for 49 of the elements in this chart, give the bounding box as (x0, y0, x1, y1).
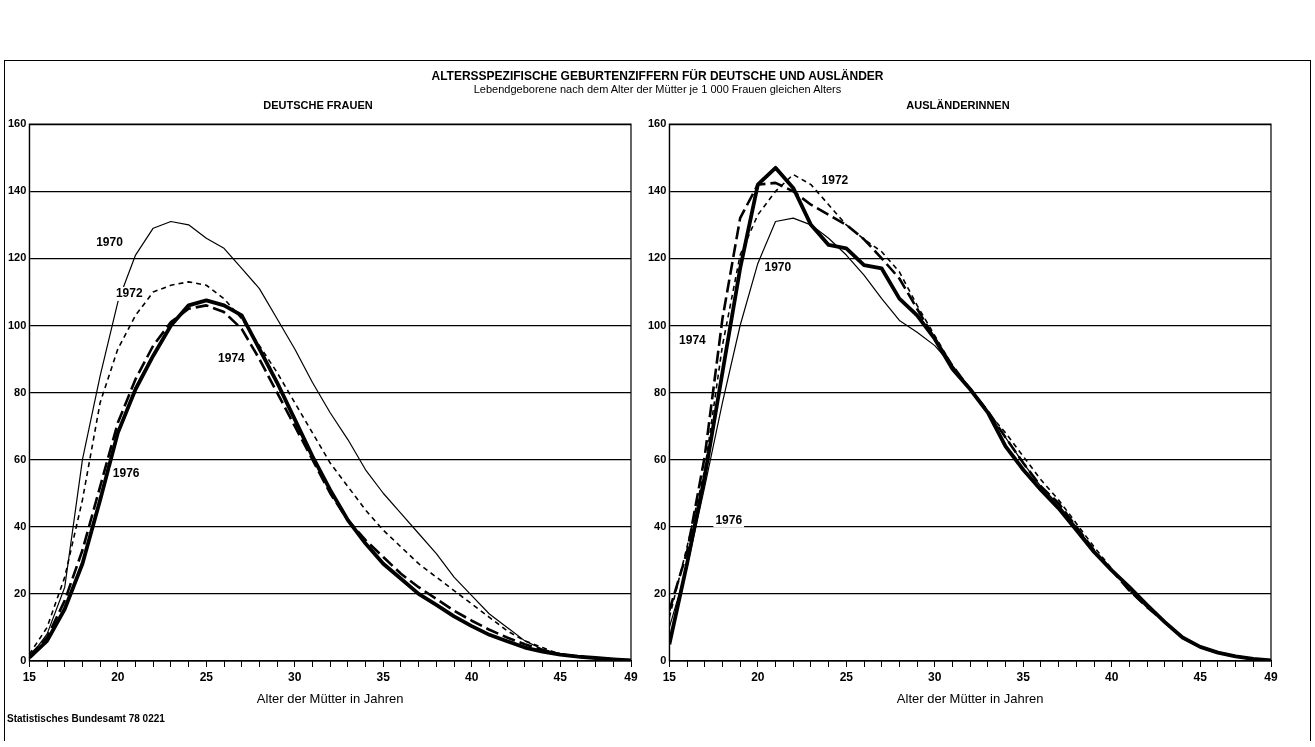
x-tick-label: 45 (1193, 669, 1208, 684)
chart-title: DEUTSCHE FRAUEN (263, 98, 373, 111)
y-tick-label: 160 (647, 117, 667, 130)
x-tick-label: 35 (1016, 669, 1031, 684)
x-tick-label: 35 (376, 669, 391, 684)
x-axis-title: Alter der Mütter in Jahren (896, 690, 1044, 706)
y-tick-label: 40 (654, 519, 667, 532)
y-tick-label: 0 (20, 654, 27, 667)
text: Statistisches Bundesamt 78 0221 (6, 712, 166, 724)
x-tick-label: 30 (288, 669, 302, 684)
y-tick-label: 20 (14, 586, 27, 599)
y-tick-label: 60 (14, 452, 27, 465)
x-tick-label: 15 (662, 669, 677, 684)
y-tick-label: 160 (7, 117, 27, 130)
y-tick-label: 20 (654, 586, 667, 599)
y-tick-label: 0 (660, 654, 667, 667)
x-tick-label: 40 (1105, 669, 1119, 684)
y-tick-label: 140 (7, 184, 27, 197)
y-tick-label: 120 (7, 251, 27, 264)
x-tick-label: 25 (839, 669, 854, 684)
series-label: 1972 (821, 172, 849, 187)
x-axis-title: Alter der Mütter in Jahren (256, 690, 404, 706)
series-label: 1970 (764, 259, 792, 274)
y-tick-label: 140 (647, 184, 667, 197)
series-label: 1974 (218, 351, 246, 366)
x-tick-label: 40 (465, 669, 479, 684)
x-tick-label: 49 (624, 669, 638, 684)
x-tick-label: 49 (1264, 669, 1278, 684)
y-tick-label: 100 (7, 318, 27, 331)
y-tick-label: 60 (654, 452, 667, 465)
y-tick-label: 40 (14, 519, 27, 532)
y-tick-label: 120 (647, 251, 667, 264)
series-label: 1972 (115, 286, 143, 301)
x-tick-label: 20 (751, 669, 765, 684)
y-tick-label: 80 (654, 385, 667, 398)
x-tick-label: 15 (22, 669, 37, 684)
text: ALTERSSPEZIFISCHE GEBURTENZIFFERN FÜR DEUTSCHE UND AUSLÄNDER (430, 69, 885, 83)
y-tick-label: 100 (647, 318, 667, 331)
series-label: 1970 (96, 235, 124, 250)
series-label: 1976 (715, 512, 743, 527)
chart-title: AUSLÄNDERINNEN (906, 98, 1010, 111)
x-tick-label: 45 (553, 669, 568, 684)
text: Lebendgeborene nach dem Alter der Mütter je 1 000 Frauen gleichen Alters (472, 83, 843, 95)
x-tick-label: 30 (928, 669, 942, 684)
series-label: 1976 (112, 466, 140, 481)
y-tick-label: 80 (14, 385, 27, 398)
x-tick-label: 25 (199, 669, 214, 684)
x-tick-label: 20 (111, 669, 125, 684)
series-label: 1974 (679, 333, 707, 348)
